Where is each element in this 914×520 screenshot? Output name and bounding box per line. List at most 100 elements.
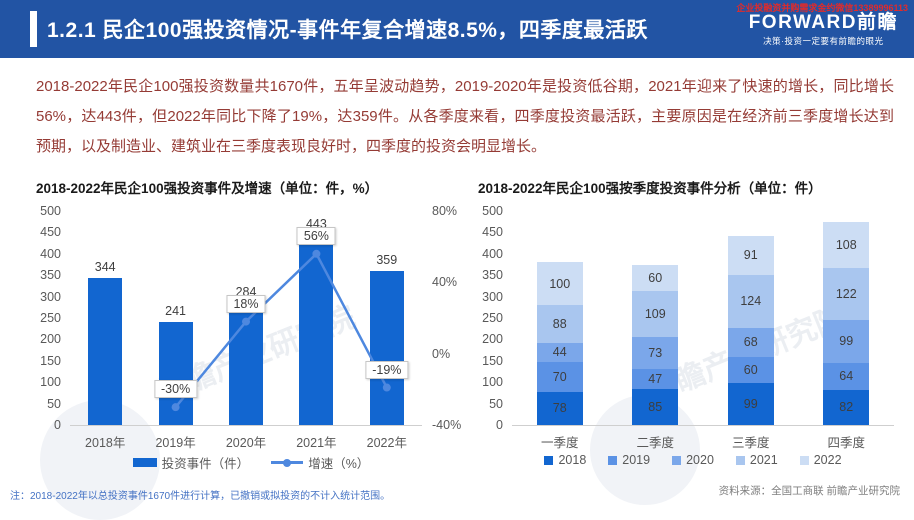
segment-value-label: 122	[835, 287, 857, 302]
legend-bar-label: 投资事件（件）	[161, 457, 250, 471]
legend-line-label: 增速（%）	[308, 457, 370, 471]
y-axis-tick: 350	[482, 268, 503, 283]
stack-segment-2019: 60	[727, 356, 774, 383]
stack-segment-2021: 124	[727, 274, 774, 328]
segment-value-label: 99	[743, 396, 758, 411]
y-axis-tick-left: 350	[40, 268, 61, 283]
legend-year-label: 2019	[622, 453, 651, 467]
y-axis-tick: 200	[482, 332, 503, 347]
legend-item-2018: 2018	[544, 453, 586, 467]
left-chart: 0 50 100 150 200 250 300 350 400 450 500 80% 40% 0% -4…	[36, 204, 466, 485]
source-note: 资料来源：全国工商联 前瞻产业研究院	[718, 485, 900, 497]
bar-2018年	[88, 277, 123, 425]
bar-2022年	[369, 271, 404, 425]
forward-logo: FORWARD前瞻 决策·投资一定要有前瞻的眼光	[749, 13, 898, 47]
growth-value-label: 56%	[296, 226, 336, 245]
segment-value-label: 64	[839, 369, 854, 384]
stack-segment-2020: 44	[536, 342, 583, 362]
legend-year-label: 2022	[813, 453, 842, 467]
legend-item-2020: 2020	[672, 453, 714, 467]
line-point	[312, 249, 321, 258]
line-point	[171, 403, 180, 412]
bar-value-label: 344	[94, 259, 116, 274]
stack-segment-2022: 108	[823, 221, 870, 268]
legend-swatch-2018	[544, 455, 554, 465]
y-axis-tick: 100	[482, 375, 503, 390]
right-chart-plot-area: 0 50 100 150 200 250 300 350 400 450 500 78 70 44 88 10…	[482, 204, 894, 450]
bar-series-swatch	[132, 458, 157, 467]
bar-2021年	[299, 235, 334, 425]
y-axis-tick-left: 450	[40, 225, 61, 240]
growth-value-label: -30%	[154, 380, 198, 399]
red-watermark-text: 企业投融资并购需求金约微信13389996113	[736, 3, 908, 13]
y-axis-tick: 0	[496, 418, 503, 432]
y-axis-tick: 500	[482, 204, 503, 218]
segment-value-label: 99	[839, 334, 854, 349]
segment-value-label: 108	[835, 237, 857, 252]
right-chart: 0 50 100 150 200 250 300 350 400 450 500 78 70 44 88 10…	[478, 204, 908, 485]
stack-segment-2019: 64	[823, 362, 870, 390]
x-axis-label: 三季度	[731, 436, 770, 450]
segment-value-label: 70	[552, 369, 567, 384]
footnote: 注：2018-2022年以总投资事件1670件进行计算，已撤销或拟投资的不计入统…	[10, 491, 391, 502]
segment-value-label: 68	[743, 335, 758, 350]
segment-value-label: 109	[644, 306, 666, 321]
title-accent-bar	[30, 11, 37, 47]
stack-segment-2019: 70	[536, 361, 583, 392]
segment-value-label: 44	[552, 345, 567, 360]
segment-value-label: 85	[648, 399, 663, 414]
x-axis-label: 2019年	[155, 436, 196, 450]
stack-segment-2022: 100	[536, 262, 583, 306]
segment-value-label: 60	[648, 270, 663, 285]
legend-item-2019: 2019	[608, 453, 650, 467]
legend-swatch-2021	[735, 455, 745, 465]
forward-logo-text: FORWARD前瞻	[748, 12, 898, 33]
y-axis-tick: 250	[482, 311, 503, 325]
segment-value-label: 100	[549, 276, 571, 291]
left-chart-title: 2018-2022年民企100强投资事件及增速（单位：件，%）	[36, 181, 379, 196]
line-point	[382, 383, 391, 392]
page-title: 1.2.1 民企100强投资情况-事件年复合增速8.5%，四季度最活跃	[47, 19, 648, 42]
segment-value-label: 124	[740, 294, 762, 309]
y-axis-tick-right: 80%	[432, 204, 458, 218]
bar-value-label: 241	[165, 303, 187, 318]
segment-value-label: 78	[552, 401, 567, 416]
legend-swatch-2022	[799, 455, 809, 465]
line-point	[242, 317, 250, 326]
y-axis-tick-left: 150	[40, 353, 61, 368]
segment-value-label: 60	[743, 362, 758, 377]
legend-year-label: 2018	[558, 453, 587, 467]
right-chart-legend: 2018 2019 2020 2021 2022	[478, 453, 908, 467]
segment-value-label: 82	[839, 400, 854, 415]
y-axis-tick-right: 40%	[432, 275, 458, 290]
growth-value-label: -19%	[365, 360, 409, 379]
stack-segment-2020: 73	[632, 337, 679, 369]
left-chart-legend: 投资事件（件） 增速（%）	[36, 453, 466, 472]
left-chart-plot-area: 0 50 100 150 200 250 300 350 400 450 500 80% 40% 0% -4…	[40, 204, 461, 450]
forward-logo-tagline: 决策·投资一定要有前瞻的眼光	[763, 36, 884, 46]
segment-value-label: 91	[743, 248, 758, 263]
y-axis-tick-left: 400	[40, 246, 61, 261]
stack-segment-2021: 88	[536, 305, 583, 343]
stack-segment-2022: 60	[632, 264, 679, 291]
stack-segment-2018: 82	[823, 389, 870, 425]
y-axis-tick-left: 0	[54, 418, 61, 432]
stack-segment-2021: 122	[823, 267, 870, 321]
legend-swatch-2020	[672, 455, 682, 465]
segment-value-label: 73	[648, 345, 663, 360]
y-axis-tick: 450	[482, 225, 503, 240]
legend-item-line: 增速（%）	[271, 453, 369, 472]
growth-line	[171, 249, 391, 412]
segment-value-label: 47	[648, 371, 663, 386]
stack-segment-2018: 78	[536, 391, 583, 425]
y-axis-tick: 400	[482, 246, 503, 261]
x-axis-label: 2022年	[366, 436, 407, 450]
x-axis-label: 2021年	[296, 436, 337, 450]
y-axis-tick: 150	[482, 353, 503, 368]
stack-segment-2018: 85	[632, 388, 679, 425]
y-axis-tick-right: -40%	[432, 418, 462, 432]
legend-year-label: 2021	[749, 453, 778, 467]
x-axis-label: 一季度	[540, 436, 579, 450]
y-axis-tick: 300	[482, 289, 503, 304]
y-axis-tick-left: 50	[47, 396, 61, 411]
